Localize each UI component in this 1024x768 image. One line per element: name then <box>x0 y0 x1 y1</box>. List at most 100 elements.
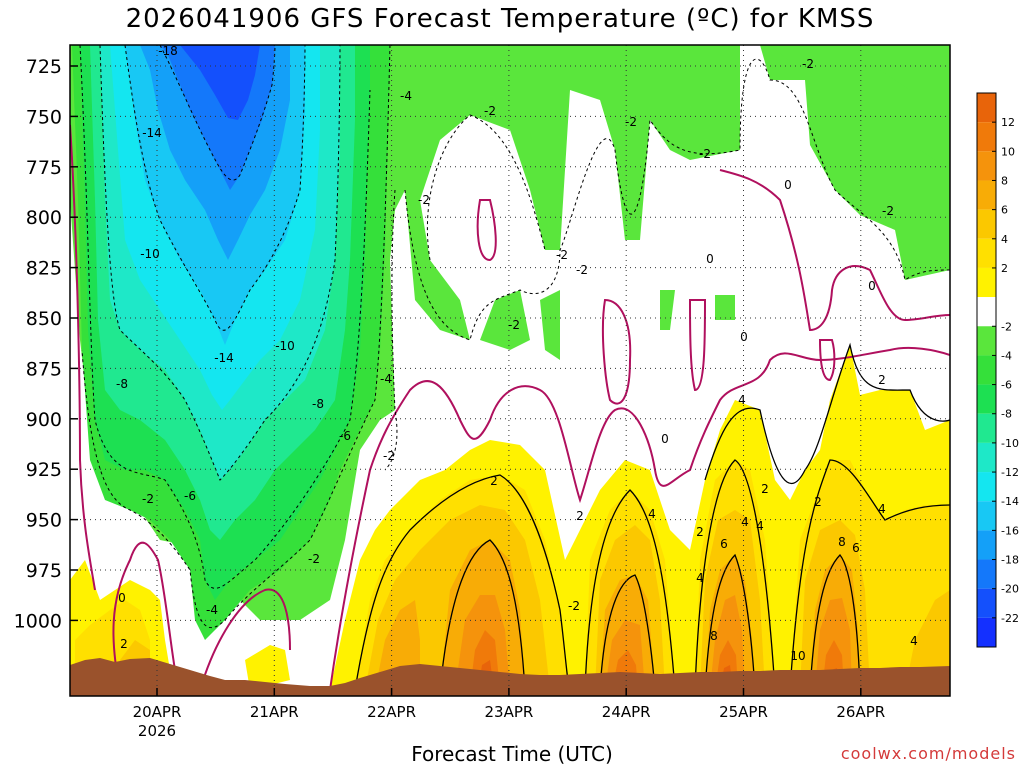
colorbar: 12 10 8 6 4 2 -2 -4 -6 -8 -10 -12 -14 -16 -18 -20 -22 <box>976 92 1019 648</box>
credit-text: coolwx.com/models <box>840 744 1016 763</box>
contour-label: 4 <box>738 393 746 407</box>
contour-label: -8 <box>116 377 128 391</box>
colorbar-band <box>977 501 996 531</box>
contour-label: -2 <box>556 248 568 262</box>
contour-label: 8 <box>838 535 846 549</box>
y-tick-label: 900 <box>26 409 62 431</box>
cold-contours <box>79 45 950 629</box>
contour-label: 4 <box>741 515 749 529</box>
contour-label: -10 <box>275 339 295 353</box>
colorbar-tick-label: -16 <box>1001 524 1019 537</box>
contour-label: 10 <box>790 649 805 663</box>
contour-label: 4 <box>878 502 886 516</box>
colorbar-band <box>977 209 996 239</box>
colorbar-band <box>977 180 996 210</box>
contour-label: 2 <box>120 637 128 651</box>
colorbar-band <box>977 267 996 298</box>
contour-label: -2 <box>484 104 496 118</box>
contour-label: 0 <box>740 330 748 344</box>
y-tick-label: 750 <box>26 106 62 128</box>
contour-label: -2 <box>802 57 814 71</box>
colorbar-band <box>977 530 996 560</box>
colorbar-frame <box>976 92 997 648</box>
contour-label: 4 <box>756 519 764 533</box>
colorbar-band <box>977 297 996 327</box>
y-tick-label: 875 <box>26 358 62 380</box>
contour-label: -18 <box>158 44 178 58</box>
contour-label: 0 <box>118 591 126 605</box>
colorbar-band <box>977 384 996 414</box>
contour-label: 0 <box>784 178 792 192</box>
contour-label: 2 <box>878 373 886 387</box>
contour-label: -2 <box>568 599 580 613</box>
contour-label: -2 <box>142 492 154 506</box>
y-tick-label: 825 <box>26 258 62 280</box>
field-band-minus20 <box>180 45 260 120</box>
contour-label: 0 <box>661 432 669 446</box>
x-axis-label: Forecast Time (UTC) <box>411 742 613 766</box>
x-tick-label: 25APR <box>719 703 768 721</box>
contour-label: -4 <box>206 603 218 617</box>
colorbar-band <box>977 617 996 647</box>
colorbar-band <box>977 122 996 152</box>
colorbar-tick-label: -12 <box>1001 466 1019 479</box>
y-tick-label: 800 <box>26 207 62 229</box>
contour-label: 8 <box>710 629 718 643</box>
plot-frame <box>69 44 951 697</box>
colorbar-tick-label: -8 <box>1001 408 1012 421</box>
grid-lines <box>70 45 950 696</box>
contour-label: -2 <box>383 449 395 463</box>
colorbar-band <box>977 588 996 618</box>
temperature-field <box>70 45 950 696</box>
contour-label: -2 <box>418 193 430 207</box>
colorbar-band <box>977 355 996 385</box>
freezing-contours <box>70 124 950 691</box>
colorbar-tick-label: -20 <box>1001 583 1019 596</box>
contour-label: 2 <box>696 525 704 539</box>
colorbar-tick-label: -6 <box>1001 379 1012 392</box>
colorbar-band <box>977 151 996 181</box>
contour-label: 2 <box>576 509 584 523</box>
colorbar-band <box>977 559 996 589</box>
x-tick-label: 24APR <box>602 703 651 721</box>
contour-label: 0 <box>868 279 876 293</box>
colorbar-band <box>977 238 996 268</box>
contour-label: -14 <box>142 126 162 140</box>
y-tick-label: 725 <box>26 56 62 78</box>
colorbar-tick-label: 10 <box>1001 145 1015 158</box>
field-band-minus2-inset <box>480 45 950 360</box>
y-tick-label: 925 <box>26 459 62 481</box>
colorbar-tick-label: -18 <box>1001 554 1019 567</box>
contour-label: -4 <box>380 372 392 386</box>
colorbar-tick-label: 2 <box>1001 262 1008 275</box>
contour-label: 2 <box>814 495 822 509</box>
y-tick-label: 975 <box>26 560 62 582</box>
contour-label: 4 <box>648 507 656 521</box>
contour-label: 4 <box>696 571 704 585</box>
colorbar-band <box>977 93 996 123</box>
contour-label: 6 <box>852 541 860 555</box>
x-tick-label: 22APR <box>367 703 416 721</box>
contour-label: -2 <box>576 263 588 277</box>
warm-contours <box>354 342 950 691</box>
colorbar-tick-label: 12 <box>1001 116 1015 129</box>
y-axis: 725 750 775 800 825 850 875 900 925 950 975 1000 <box>14 56 78 632</box>
contour-label: -10 <box>140 247 160 261</box>
contour-label: 2 <box>761 482 769 496</box>
colorbar-tick-label: -14 <box>1001 495 1019 508</box>
contour-label: -4 <box>400 89 412 103</box>
x-tick-label: 20APR <box>133 703 182 721</box>
colorbar-tick-label: -2 <box>1001 320 1012 333</box>
x-axis: 20APR 21APR 22APR 23APR 24APR 25APR 26APR 2026 <box>133 688 885 740</box>
chart-title: 2026041906 GFS Forecast Temperature (ºC)… <box>125 4 875 34</box>
contour-label: 4 <box>910 634 918 648</box>
x-tick-label: 26APR <box>836 703 885 721</box>
contour-label: -2 <box>699 147 711 161</box>
colorbar-band <box>977 442 996 473</box>
colorbar-band <box>977 326 996 356</box>
colorbar-tick-label: -22 <box>1001 612 1019 625</box>
x-tick-label: 23APR <box>484 703 533 721</box>
colorbar-band <box>977 472 996 502</box>
contour-label: -2 <box>882 204 894 218</box>
